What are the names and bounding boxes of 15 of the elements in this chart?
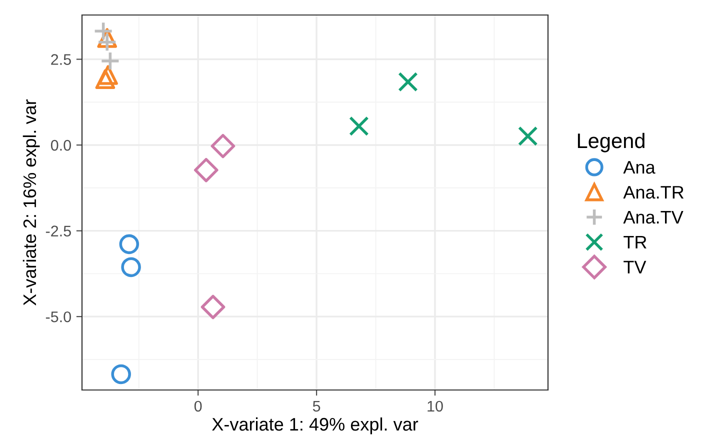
legend-label: Ana.TV bbox=[623, 211, 684, 224]
y-axis-title: X-variate 2: 16% expl. var bbox=[22, 99, 40, 306]
x-tick-label: 10 bbox=[428, 400, 443, 412]
legend-label: Ana.TR bbox=[623, 186, 684, 199]
y-tick-label: -5.0 bbox=[46, 311, 71, 322]
legend-label: TV bbox=[624, 260, 646, 274]
legend-label: TR bbox=[624, 236, 646, 248]
x-tick-label: 5 bbox=[312, 400, 320, 412]
legend-label: Ana bbox=[623, 161, 656, 174]
x-axis-title: X-variate 1: 49% expl. var bbox=[212, 417, 418, 434]
legend-title: Legend bbox=[578, 132, 644, 152]
x-tick-label: 0 bbox=[194, 400, 202, 412]
y-tick-label: -2.5 bbox=[46, 226, 71, 236]
y-tick-label: 2.5 bbox=[51, 54, 71, 65]
y-tick-label: 0.0 bbox=[50, 140, 71, 151]
